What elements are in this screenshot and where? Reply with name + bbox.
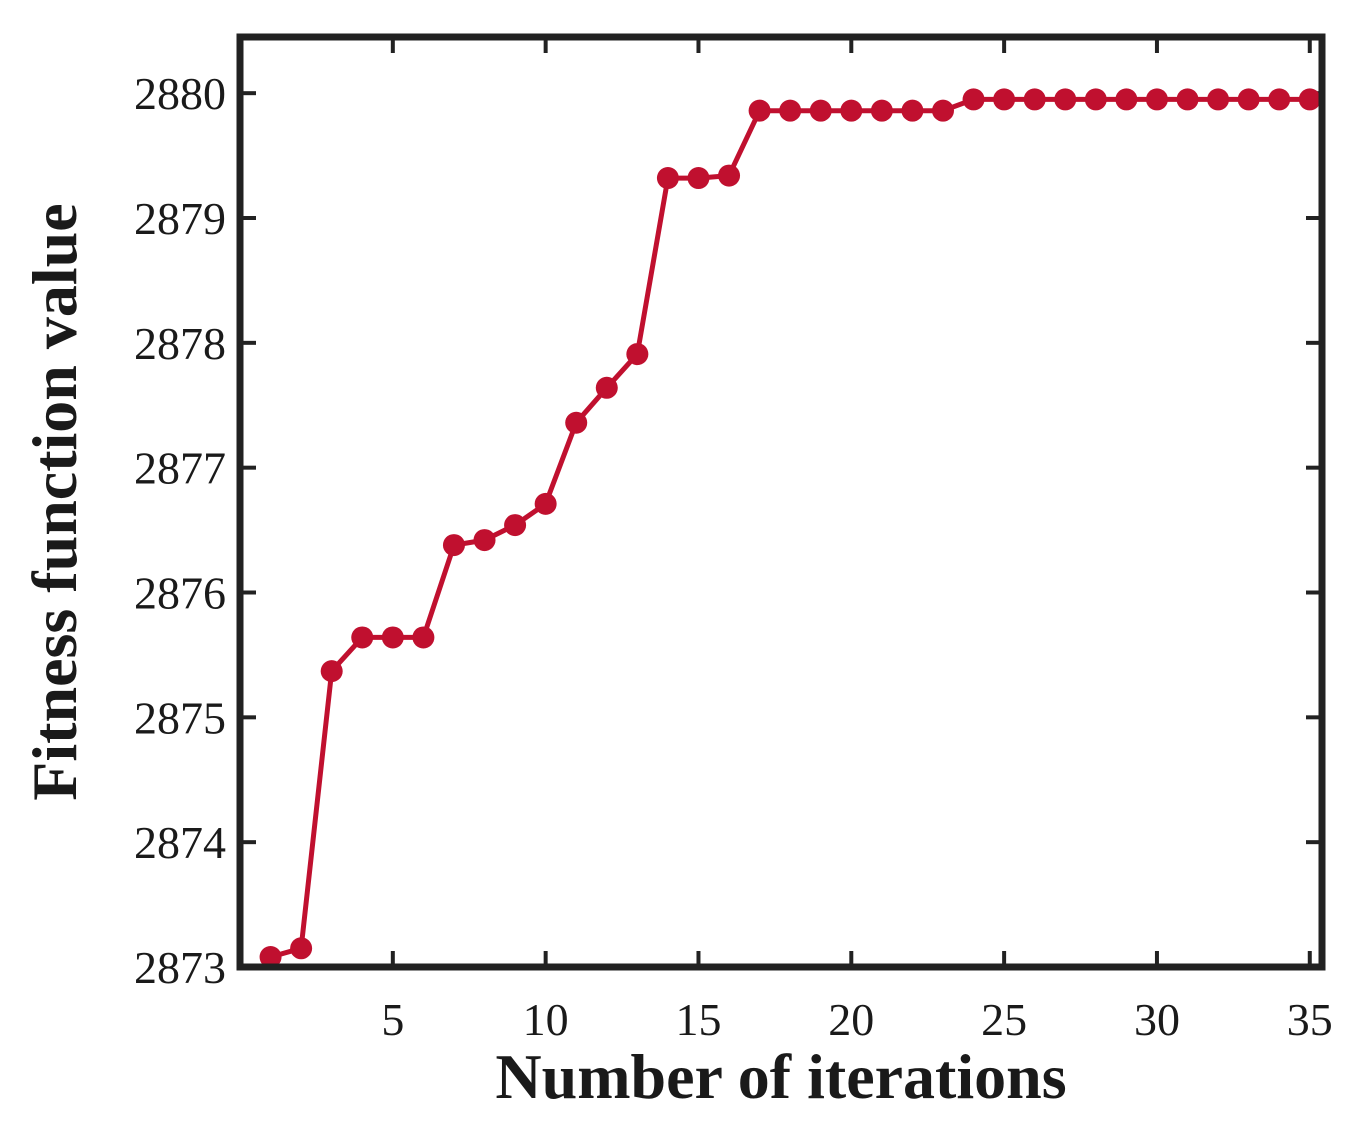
y-tick-label: 2878 [134, 318, 226, 369]
data-point [1145, 88, 1168, 111]
x-tick-label: 20 [828, 994, 874, 1045]
data-point [993, 88, 1016, 111]
y-tick-label: 2880 [134, 68, 226, 119]
data-point [1023, 88, 1046, 111]
data-point [840, 99, 863, 122]
y-tick-label: 2877 [134, 443, 226, 494]
x-tick-label: 30 [1134, 994, 1180, 1045]
data-point [1268, 88, 1291, 111]
data-point [626, 343, 649, 366]
data-point [259, 946, 282, 969]
data-point [809, 99, 832, 122]
data-point [931, 99, 954, 122]
y-tick-label: 2875 [134, 692, 226, 743]
data-point [504, 514, 527, 537]
data-point [290, 937, 313, 960]
x-tick-label: 25 [981, 994, 1027, 1045]
data-point [748, 99, 771, 122]
data-point [351, 626, 374, 649]
axis-ticks [240, 37, 1322, 969]
y-tick-label: 2876 [134, 568, 226, 619]
data-point [412, 626, 435, 649]
data-point [320, 660, 343, 683]
data-point [381, 626, 404, 649]
series-line [269, 96, 1310, 960]
data-point [1298, 88, 1321, 111]
data-point [1084, 88, 1107, 111]
x-tick-label: 5 [381, 994, 404, 1045]
data-point [1176, 88, 1199, 111]
data-point [534, 492, 557, 515]
data-point [687, 167, 710, 190]
data-point [595, 376, 618, 399]
y-tick-label: 2873 [134, 942, 226, 993]
axis-tick-labels: 5 10 15 20 25 30 35 2873 2874 2875 2876 2877 2878 287… [134, 68, 1333, 1045]
data-point [1115, 88, 1138, 111]
series-group [259, 88, 1321, 969]
data-point [1054, 88, 1077, 111]
data-point [442, 534, 465, 557]
y-axis-title: Fitness function value [19, 203, 90, 800]
data-point [473, 529, 496, 552]
data-point [718, 164, 741, 187]
x-tick-label: 15 [675, 994, 721, 1045]
x-tick-label: 10 [523, 994, 569, 1045]
y-tick-label: 2874 [134, 817, 226, 868]
data-point [779, 99, 802, 122]
data-point [870, 99, 893, 122]
data-point [1207, 88, 1230, 111]
x-tick-label: 35 [1287, 994, 1333, 1045]
data-point [1237, 88, 1260, 111]
data-point [565, 411, 588, 434]
y-tick-label: 2879 [134, 193, 226, 244]
data-point [656, 167, 679, 190]
x-axis-title: Number of iterations [495, 1041, 1066, 1112]
data-point [962, 88, 985, 111]
plot-frame [236, 33, 1326, 971]
data-point [901, 99, 924, 122]
